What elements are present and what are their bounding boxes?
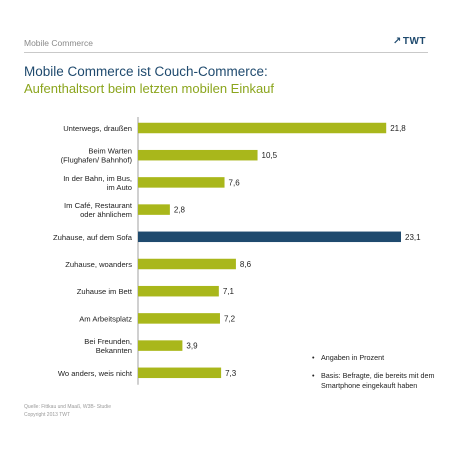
bullet-icon: • <box>312 371 315 380</box>
bar-6 <box>138 285 219 297</box>
legend-note-units-text: Angaben in Prozent <box>321 353 385 362</box>
chart-title: Mobile Commerce ist Couch-Commerce: <box>24 64 268 79</box>
logo-text: TWT <box>402 36 426 47</box>
category-label-0: Unterwegs, draußen <box>63 124 132 133</box>
value-label-3: 2,8 <box>174 206 186 215</box>
category-label-8: Bei Freunden, Bekannten <box>84 337 132 355</box>
bar-0 <box>138 122 387 134</box>
value-label-1: 10,5 <box>262 151 278 160</box>
bar-9 <box>138 367 222 379</box>
value-label-4: 23,1 <box>405 233 421 242</box>
category-label-6: Zuhause im Bett <box>77 287 133 296</box>
category-label-1: Beim Warten (Flughafen/ Bahnhof) <box>61 147 133 165</box>
category-label-9: Wo anders, weis nicht <box>58 369 133 378</box>
category-label-7: Am Arbeitsplatz <box>79 314 132 323</box>
bar-4 <box>138 231 401 243</box>
arrow-logo-icon: ↗ <box>392 36 402 47</box>
bar-2 <box>138 177 225 188</box>
category-label-3: Im Café, Restaurant oder ähnlichem <box>64 201 133 219</box>
header-divider <box>24 52 428 53</box>
value-label-8: 3,9 <box>186 342 198 351</box>
bullet-icon: • <box>312 353 315 362</box>
brand-logo: ↗TWT <box>393 36 426 47</box>
value-label-5: 8,6 <box>240 260 252 269</box>
category-label-5: Zuhause, woanders <box>65 260 132 269</box>
bar-5 <box>138 258 236 270</box>
legend-note-units: • Angaben in Prozent <box>312 353 442 363</box>
bar-3 <box>138 204 170 215</box>
bar-1 <box>138 149 258 161</box>
chart-subtitle: Aufenthaltsort beim letzten mobilen Eink… <box>24 81 275 96</box>
bar-7 <box>138 313 220 324</box>
footer-copyright: Copyright 2013 TWT <box>24 412 71 418</box>
value-label-7: 7,2 <box>224 314 236 323</box>
value-label-6: 7,1 <box>223 287 235 296</box>
category-label-2: In der Bahn, im Bus, im Auto <box>63 174 132 192</box>
value-label-9: 7,3 <box>225 369 237 378</box>
section-label: Mobile Commerce <box>24 38 93 48</box>
value-label-0: 21,8 <box>390 124 406 133</box>
legend-note-basis: • Basis: Befragte, die bereits mit dem S… <box>312 371 442 390</box>
legend-note-basis-text: Basis: Befragte, die bereits mit dem Sma… <box>321 371 435 390</box>
footer-source: Quelle: Fittkau und Maaß, W3B- Studie <box>24 404 111 410</box>
category-label-4: Zuhause, auf dem Sofa <box>53 233 133 242</box>
value-label-2: 7,6 <box>229 178 241 187</box>
bar-8 <box>138 340 183 351</box>
